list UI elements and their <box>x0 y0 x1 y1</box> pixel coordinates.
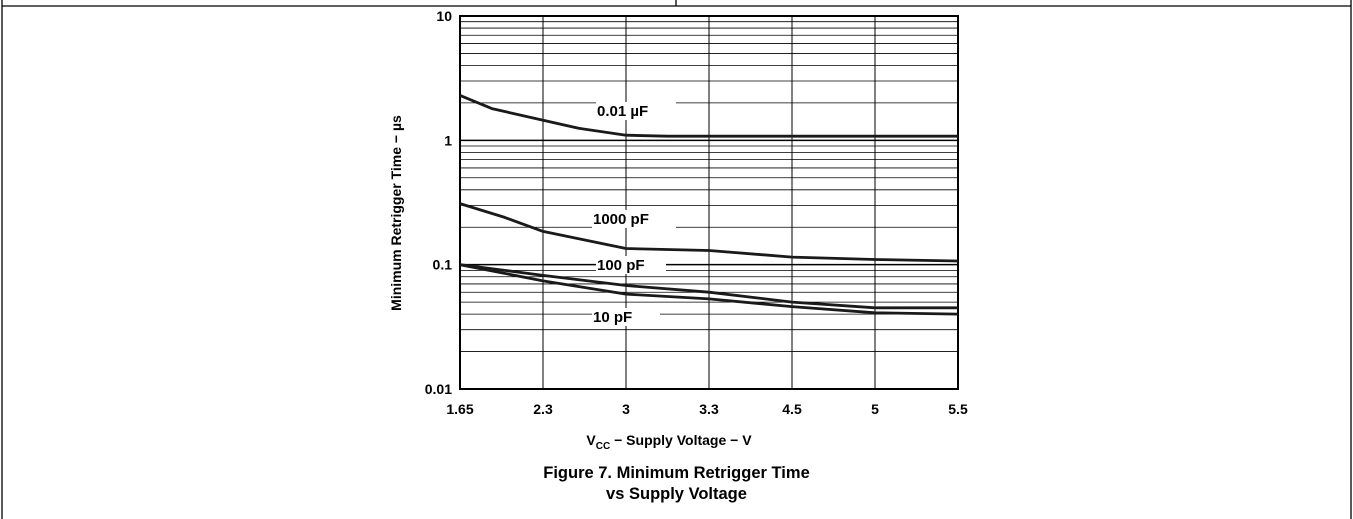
series-label: 0.01 µF <box>597 103 648 120</box>
series-label: 10 pF <box>593 309 632 326</box>
series-line <box>459 202 959 263</box>
series-line <box>459 263 959 316</box>
series-label-background <box>592 308 660 326</box>
x-tick-label: 5.5 <box>948 401 968 417</box>
figure-caption-line1: Figure 7. Minimum Retrigger Time <box>543 464 810 482</box>
x-tick-label: 2.3 <box>533 401 553 417</box>
y-tick-label: 0.1 <box>433 257 453 273</box>
series-label-background <box>592 210 676 228</box>
y-tick-label: 0.01 <box>425 381 452 397</box>
x-axis-label-rest: − Supply Voltage − V <box>610 432 752 448</box>
retrigger-time-chart: 0.01 µF 1000 pF 100 pF 10 pF 10 1 0.1 0.01 1.65 2… <box>425 8 968 417</box>
x-tick-label: 4.5 <box>782 401 802 417</box>
x-tick-label: 3.3 <box>699 401 719 417</box>
series-line <box>459 94 958 138</box>
series-label-background <box>596 102 676 120</box>
x-axis-label-main: V <box>586 432 596 448</box>
x-tick-label: 1.65 <box>446 401 473 417</box>
x-axis-label-subscript: CC <box>596 441 610 452</box>
x-tick-label: 3 <box>622 401 630 417</box>
series-label-background <box>596 256 666 274</box>
chart-series <box>459 94 959 316</box>
y-axis-label: Minimum Retrigger Time − µs <box>388 115 404 311</box>
y-tick-label: 1 <box>444 132 452 148</box>
x-axis-label: VCC − Supply Voltage − V <box>586 432 752 452</box>
series-label: 1000 pF <box>593 211 649 228</box>
plot-area-border <box>459 15 959 390</box>
figure-caption: Figure 7. Minimum Retrigger Time vs Supp… <box>0 463 1353 505</box>
series-label: 100 pF <box>597 257 645 274</box>
series-line <box>459 263 958 310</box>
chart-labels: 0.01 µF 1000 pF 100 pF 10 pF 10 1 0.1 0.01 1.65 2… <box>425 8 968 417</box>
y-tick-label: 10 <box>436 8 452 24</box>
figure-caption-line2: vs Supply Voltage <box>606 485 747 503</box>
chart-grid <box>459 15 959 390</box>
x-tick-label: 5 <box>871 401 879 417</box>
